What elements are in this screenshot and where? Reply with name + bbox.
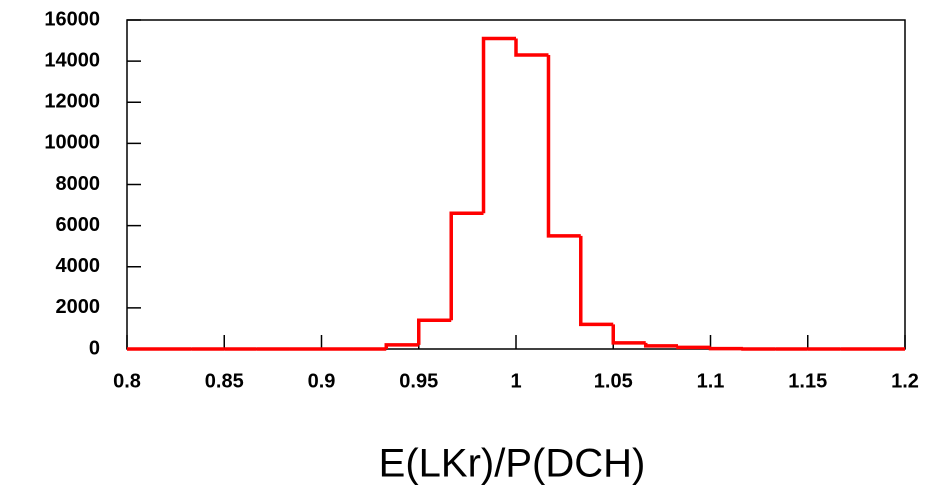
y-tick-label: 14000 <box>44 49 100 71</box>
plot-frame <box>126 19 906 350</box>
y-tick-label: 8000 <box>56 173 101 195</box>
histogram-bin <box>514 38 549 57</box>
histogram-bin <box>417 318 452 345</box>
histogram-bin <box>643 342 679 348</box>
y-tick-label: 16000 <box>44 8 100 30</box>
y-tick-label: 10000 <box>44 132 100 154</box>
histogram-bin <box>384 343 419 349</box>
y-tick-label: 2000 <box>56 296 101 318</box>
histogram-bin <box>611 324 646 345</box>
y-tick-label: 0 <box>89 337 100 359</box>
y-tick-label: 6000 <box>56 214 101 236</box>
histogram-bin <box>708 346 743 351</box>
histogram-bin <box>481 36 516 214</box>
x-tick-label: 0.8 <box>113 370 141 392</box>
x-tick-label: 1 <box>510 370 521 392</box>
x-tick-label: 1.1 <box>697 370 725 392</box>
histogram-bin <box>449 211 484 321</box>
x-tick-label: 1.15 <box>788 370 827 392</box>
y-tick-label: 4000 <box>56 255 101 277</box>
histogram-bin <box>579 235 614 327</box>
x-tick-label: 1.05 <box>594 370 633 392</box>
x-tick-label: 0.85 <box>205 370 244 392</box>
x-tick-label: 0.95 <box>399 370 438 392</box>
y-tick-label: 12000 <box>44 91 100 113</box>
x-axis-title: E(LKr)/P(DCH) <box>379 442 646 486</box>
histogram-bin <box>676 345 711 350</box>
x-tick-label: 1.2 <box>891 370 919 392</box>
histogram-bin <box>546 54 581 238</box>
x-tick-label: 0.9 <box>308 370 336 392</box>
